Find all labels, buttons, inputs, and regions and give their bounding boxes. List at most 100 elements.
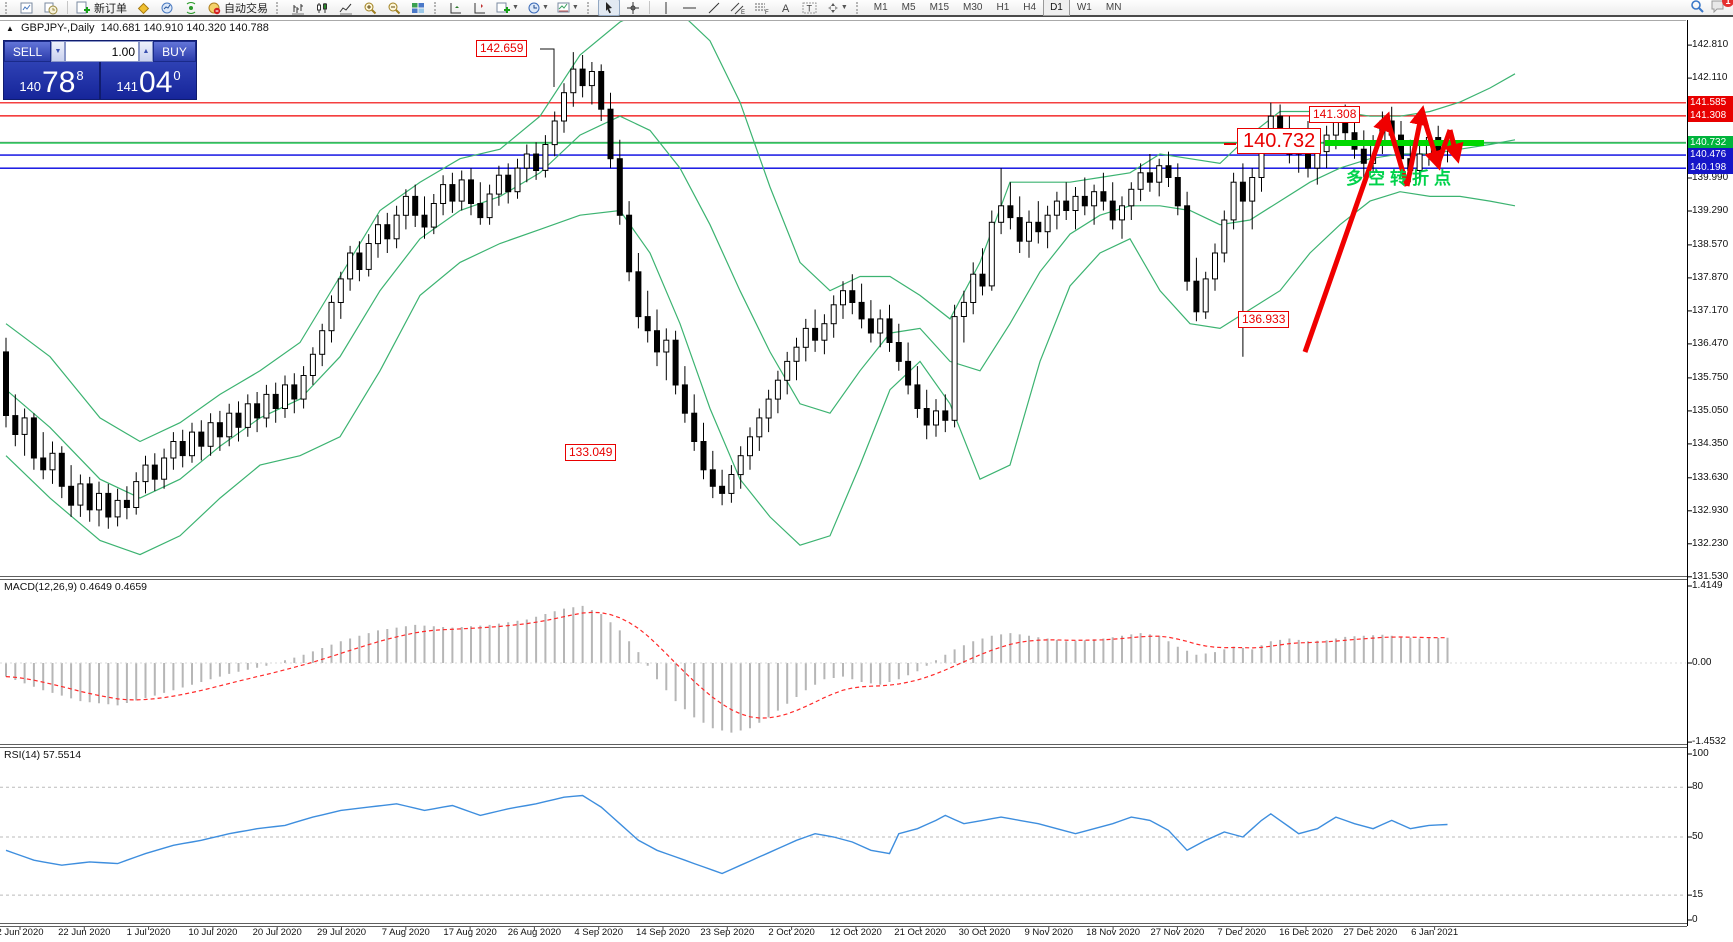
zoom-out-icon[interactable] xyxy=(383,0,405,16)
chart-title: ▲ GBPJPY-,Daily 140.681 140.910 140.320 … xyxy=(6,22,269,34)
new-order-button[interactable]: 新订单 xyxy=(73,0,130,16)
charts-icon[interactable] xyxy=(16,0,38,16)
macd-axis-tick: 0.00 xyxy=(1692,657,1712,668)
timeframe-h1[interactable]: H1 xyxy=(996,2,1010,13)
line-chart-icon[interactable] xyxy=(335,0,357,16)
horizontal-line-icon[interactable] xyxy=(679,0,701,16)
sell-price-big: 78 xyxy=(42,66,76,99)
annotation-price-tag[interactable]: 141.308 xyxy=(1309,106,1361,123)
date-axis-label[interactable]: 7 Aug 2020 xyxy=(381,927,430,938)
toolbar-grip[interactable] xyxy=(855,1,862,14)
timeframe-m5[interactable]: M5 xyxy=(901,2,916,13)
auto-scroll-icon[interactable] xyxy=(445,0,467,16)
autotrading-button[interactable]: 自动交易 xyxy=(204,0,271,16)
volume-up-button[interactable]: ▲ xyxy=(139,41,153,62)
date-axis-label[interactable]: 6 Jan 2021 xyxy=(1411,927,1459,938)
metaeditor-icon[interactable] xyxy=(132,0,154,16)
crosshair-icon[interactable] xyxy=(622,0,644,16)
date-axis-label[interactable]: 2 Oct 2020 xyxy=(768,927,815,938)
date-axis-label[interactable]: 21 Oct 2020 xyxy=(894,927,947,938)
timeframe-mn[interactable]: MN xyxy=(1105,2,1122,13)
notifications-icon[interactable]: 1 xyxy=(1711,0,1733,16)
templates-icon[interactable]: ▼ xyxy=(554,0,582,16)
timeframe-m30[interactable]: M30 xyxy=(963,2,983,13)
price-level-tag: 140.198 xyxy=(1688,161,1733,175)
sell-button[interactable]: SELL xyxy=(4,41,51,62)
date-axis-label[interactable]: 20 Jul 2020 xyxy=(252,927,302,938)
svg-text:A: A xyxy=(782,3,790,15)
period-icon[interactable]: ▼ xyxy=(524,0,552,16)
rsi-panel-divider[interactable] xyxy=(0,744,1687,748)
channel-icon[interactable]: E xyxy=(727,0,749,16)
annotation-price-tag[interactable]: 136.933 xyxy=(1238,311,1290,328)
symbol-name: GBPJPY-,Daily xyxy=(20,22,95,34)
chart-shift-icon[interactable] xyxy=(469,0,491,16)
trendline-icon[interactable] xyxy=(703,0,725,16)
market-watch-icon[interactable] xyxy=(156,0,178,16)
trend-arrow xyxy=(1384,117,1410,187)
timeframe-w1[interactable]: W1 xyxy=(1076,2,1092,13)
buy-price[interactable]: 141 04 0 xyxy=(101,62,196,99)
signal-icon[interactable] xyxy=(180,0,202,16)
text-icon[interactable]: A xyxy=(775,0,797,16)
tile-windows-icon[interactable] xyxy=(407,0,429,16)
toolbar-grip[interactable] xyxy=(434,1,440,14)
volume-down-button[interactable]: ▼ xyxy=(51,41,65,62)
chart-window: ▲ GBPJPY-,Daily 140.681 140.910 140.320 … xyxy=(0,19,1733,942)
date-axis-label[interactable]: 23 Sep 2020 xyxy=(700,927,755,938)
date-axis-label[interactable]: 26 Aug 2020 xyxy=(507,927,562,938)
macd-panel-divider[interactable] xyxy=(0,576,1687,580)
rsi-axis-tick: 50 xyxy=(1692,831,1704,842)
date-axis-label[interactable]: 29 Jul 2020 xyxy=(316,927,367,938)
toolbar-grip[interactable] xyxy=(586,1,593,14)
volume-input[interactable]: 1.00 xyxy=(65,41,139,62)
price-axis-tick: 133.630 xyxy=(1692,471,1729,483)
date-axis-label[interactable]: 4 Sep 2020 xyxy=(574,927,623,938)
chevron-down-icon: ▼ xyxy=(512,4,519,11)
main-toolbar: 新订单 自动交易 ▼ ▼ ▼ E F A T ▼ M1 M5 M15 M30 H1 H4 D… xyxy=(0,0,1733,17)
buy-button[interactable]: BUY xyxy=(153,41,196,62)
label-icon[interactable]: T xyxy=(799,0,821,16)
timeframe-m1[interactable]: M1 xyxy=(873,2,888,13)
toolbar-grip[interactable] xyxy=(5,1,11,14)
annotation-price-tag[interactable]: 133.049 xyxy=(565,444,617,461)
zoom-in-icon[interactable] xyxy=(359,0,381,16)
annotation-note[interactable]: 多空转折点 xyxy=(1346,169,1456,188)
toolbar-grip[interactable] xyxy=(276,1,282,14)
annotation-price-tag[interactable]: 140.732 xyxy=(1237,128,1322,154)
new-chart-icon[interactable]: ▼ xyxy=(493,0,522,16)
vertical-line-icon[interactable] xyxy=(655,0,677,16)
timeframe-d1[interactable]: D1 xyxy=(1043,0,1070,16)
date-axis-label[interactable]: 27 Nov 2020 xyxy=(1150,927,1205,938)
collapse-icon[interactable]: ▲ xyxy=(6,24,14,33)
macd-axis-tick: -1.4532 xyxy=(1692,736,1726,748)
sell-price[interactable]: 140 78 8 xyxy=(4,62,99,99)
date-axis-label[interactable]: 12 Oct 2020 xyxy=(830,927,882,938)
cursor-icon[interactable] xyxy=(597,0,620,16)
bar-chart-icon[interactable] xyxy=(287,0,309,16)
price-level-tag: 140.732 xyxy=(1688,136,1733,150)
date-axis-label[interactable]: 22 Jun 2020 xyxy=(58,927,111,938)
arrows-icon[interactable]: ▼ xyxy=(823,0,851,16)
timeframe-h4[interactable]: H4 xyxy=(1023,2,1037,13)
date-axis-label[interactable]: 9 Nov 2020 xyxy=(1024,927,1074,938)
fibonacci-icon[interactable]: F xyxy=(751,0,773,16)
search-icon[interactable] xyxy=(1690,0,1705,17)
date-axis-label[interactable]: 27 Dec 2020 xyxy=(1343,927,1398,938)
profiles-icon[interactable] xyxy=(40,0,62,16)
date-axis-label[interactable]: 18 Nov 2020 xyxy=(1086,927,1141,938)
timeframe-m15[interactable]: M15 xyxy=(929,2,950,13)
date-axis-label[interactable]: 30 Oct 2020 xyxy=(958,927,1011,938)
date-axis-label[interactable]: 2 Jun 2020 xyxy=(0,927,44,938)
date-axis-label[interactable]: 1 Jul 2020 xyxy=(126,927,171,938)
date-axis-label[interactable]: 7 Dec 2020 xyxy=(1217,927,1266,938)
candlestick-icon[interactable] xyxy=(311,0,333,16)
date-axis-label[interactable]: 14 Sep 2020 xyxy=(636,927,690,938)
price-axis-tick: 139.290 xyxy=(1692,204,1729,216)
tag-connector xyxy=(540,48,555,87)
annotation-price-tag[interactable]: 142.659 xyxy=(476,40,528,57)
date-axis-label[interactable]: 10 Jul 2020 xyxy=(188,927,238,938)
date-axis-label[interactable]: 16 Dec 2020 xyxy=(1279,927,1333,938)
date-axis-label[interactable]: 17 Aug 2020 xyxy=(443,927,497,938)
